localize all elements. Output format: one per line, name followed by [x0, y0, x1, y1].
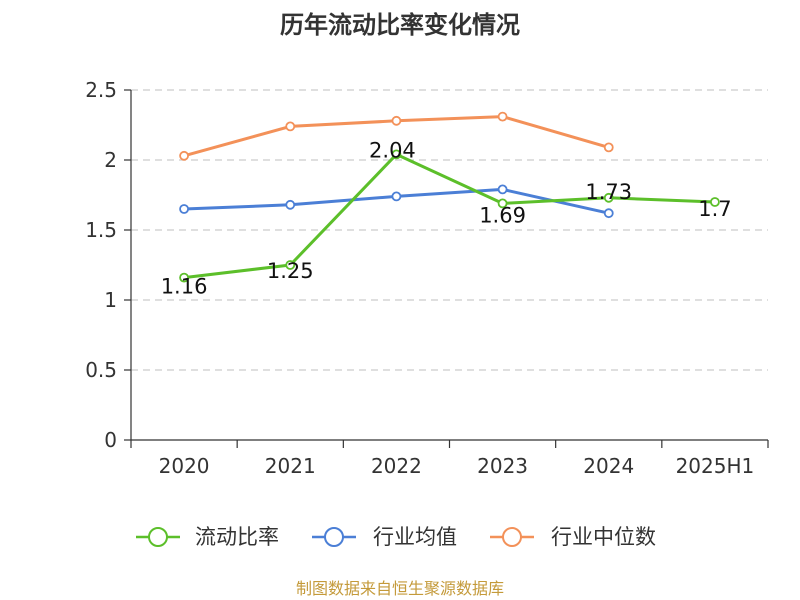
data-point: [603, 208, 614, 219]
axes: 0 0.5 1 1.5 2 2.5 2020 2021 2022 2023 2024 2025H1: [85, 78, 769, 478]
series-0: [179, 149, 720, 283]
legend-marker: [502, 527, 522, 547]
data-point: [179, 150, 189, 161]
data-point: [285, 199, 296, 210]
x-tick-label: 2023: [477, 454, 528, 478]
grid-lines: [131, 89, 768, 371]
legend-item[interactable]: 流动比率: [136, 525, 279, 549]
data-point: [603, 142, 614, 153]
x-tick-label: 2024: [583, 454, 634, 478]
legend-label: 行业中位数: [551, 525, 656, 549]
series-2: [179, 111, 614, 161]
legend-marker: [324, 527, 344, 547]
data-label: 1.73: [585, 180, 632, 204]
y-tick-label: 0.5: [85, 358, 117, 382]
data-label: 1.7: [698, 197, 731, 221]
data-label: 1.69: [479, 203, 526, 227]
legend-marker: [148, 527, 168, 547]
data-point: [391, 115, 402, 126]
x-tick-label: 2020: [159, 454, 210, 478]
data-point: [179, 272, 189, 283]
y-tick-label: 2.5: [85, 78, 117, 102]
data-point: [285, 121, 296, 132]
data-label: 1.16: [161, 275, 208, 299]
data-point: [497, 111, 508, 122]
series-1: [179, 184, 614, 219]
x-tick-label: 2022: [371, 454, 422, 478]
data-point: [391, 191, 402, 202]
legend: 流动比率 行业均值 行业中位数: [136, 525, 656, 549]
source-note: 制图数据来自恒生聚源数据库: [296, 579, 504, 598]
data-point: [497, 198, 508, 209]
data-point: [179, 204, 189, 214]
data-point: [285, 260, 296, 270]
data-label: 1.25: [267, 259, 314, 283]
chart-title: 历年流动比率变化情况: [280, 11, 520, 39]
series-line: [183, 152, 715, 280]
data-point: [497, 184, 508, 195]
series-lines: [179, 111, 720, 283]
legend-item[interactable]: 行业中位数: [490, 525, 656, 549]
y-tick-label: 0: [104, 428, 117, 452]
x-tick-label: 2021: [265, 454, 316, 478]
y-tick-label: 2: [104, 148, 117, 172]
data-point: [603, 192, 614, 203]
y-tick-label: 1: [104, 288, 117, 312]
data-label: 2.04: [369, 138, 416, 162]
legend-label: 流动比率: [195, 525, 279, 549]
data-point: [391, 149, 402, 160]
data-point: [710, 197, 720, 207]
data-labels: 1.16 1.25 2.04 1.69 1.73 1.7: [161, 138, 732, 298]
legend-item[interactable]: 行业均值: [312, 525, 457, 549]
x-tick-label: 2025H1: [676, 454, 755, 478]
y-tick-label: 1.5: [85, 218, 117, 242]
legend-label: 行业均值: [373, 525, 457, 549]
